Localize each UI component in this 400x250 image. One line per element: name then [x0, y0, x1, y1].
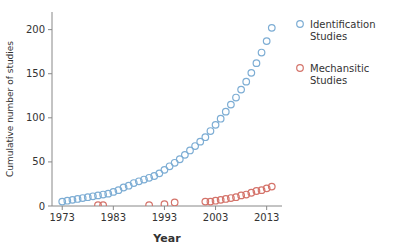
point — [202, 134, 209, 141]
point — [161, 201, 168, 206]
x-tick-label: 2003 — [203, 212, 228, 223]
chart: 1973 1983 1993 2003 2013 0 50 100 150 200 Year Cumu… — [0, 0, 400, 250]
point — [268, 25, 275, 32]
y-tick-label: 100 — [26, 112, 45, 123]
point — [268, 183, 275, 190]
plot-area — [59, 25, 275, 206]
x-tick — [266, 206, 267, 210]
legend-label-line: Mechansitic — [310, 63, 369, 74]
point — [258, 49, 265, 56]
point — [243, 78, 250, 85]
x-tick — [164, 206, 165, 210]
y-axis-label: Cumulative number of studies — [5, 41, 15, 177]
x-tick — [62, 206, 63, 210]
legend-label: IdentificationStudies — [310, 19, 376, 42]
x-tick — [113, 206, 114, 210]
point — [222, 108, 229, 115]
y-tick — [48, 161, 52, 162]
legend-marker — [297, 65, 304, 72]
x-tick-label: 1993 — [152, 212, 177, 223]
point — [212, 122, 219, 129]
point — [217, 115, 224, 122]
y-tick-label: 150 — [26, 68, 45, 79]
point — [263, 38, 270, 45]
point — [248, 70, 255, 77]
point — [207, 128, 214, 135]
x-tick-label: 2013 — [254, 212, 279, 223]
y-tick — [48, 29, 52, 30]
y-tick — [48, 206, 52, 207]
x-tick-label: 1973 — [49, 212, 74, 223]
legend-label: MechansiticStudies — [310, 63, 369, 86]
y-axis-line — [52, 12, 53, 206]
point — [253, 60, 260, 67]
legend-label-line: Studies — [310, 75, 347, 86]
point — [146, 202, 153, 206]
y-tick-label: 0 — [39, 201, 45, 212]
legend-marker — [297, 21, 304, 28]
point — [233, 94, 240, 101]
legend-label-line: Identification — [310, 19, 376, 30]
y-tick — [48, 117, 52, 118]
point — [228, 101, 235, 108]
y-tick-label: 200 — [26, 24, 45, 35]
point — [238, 86, 245, 93]
point — [171, 199, 178, 206]
legend-label-line: Studies — [310, 31, 347, 42]
y-tick — [48, 73, 52, 74]
y-tick-label: 50 — [32, 156, 45, 167]
x-tick-label: 1983 — [101, 212, 126, 223]
x-tick — [215, 206, 216, 210]
point — [100, 202, 107, 206]
x-axis-label: Year — [152, 232, 181, 245]
